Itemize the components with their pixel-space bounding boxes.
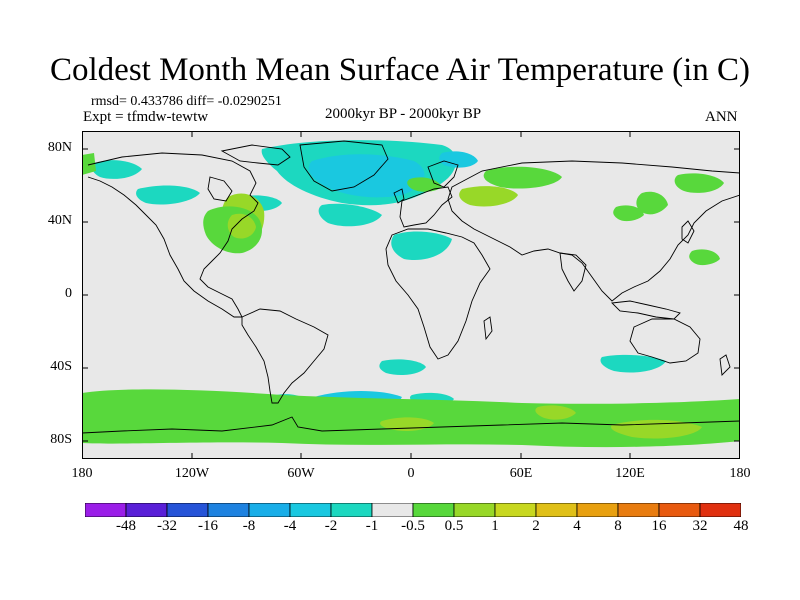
lon-label-120w: 120W xyxy=(174,466,210,481)
colorbar-swatch xyxy=(699,503,741,517)
period-label: 2000kyr BP - 2000kyr BP xyxy=(325,106,482,122)
british-isles-outline xyxy=(393,188,405,204)
scandinavia-outline xyxy=(427,160,459,188)
colorbar-label: 48 xyxy=(733,518,749,534)
colorbar-label: -0.5 xyxy=(401,518,425,534)
lat-label-80s: 80S xyxy=(50,432,72,447)
colorbar-label: 4 xyxy=(573,518,581,534)
world-map xyxy=(82,131,740,459)
colorbar-label: 8 xyxy=(614,518,622,534)
colorbar-swatch xyxy=(207,503,250,517)
japan-outline xyxy=(681,220,695,244)
colorbar-swatch xyxy=(248,503,291,517)
colorbar-label: 0.5 xyxy=(444,518,464,534)
colorbar-swatch xyxy=(494,503,537,517)
colorbar-swatch xyxy=(125,503,168,517)
colorbar-swatch xyxy=(535,503,578,517)
colorbar-label: -1 xyxy=(365,518,379,534)
colorbar-swatch xyxy=(371,503,414,517)
south-america-outline xyxy=(241,308,329,404)
colorbar-swatch xyxy=(658,503,701,517)
india-outline xyxy=(559,252,587,292)
africa-outline xyxy=(385,228,491,360)
hudson-bay-outline xyxy=(207,176,233,202)
colorbar-swatch xyxy=(166,503,209,517)
lon-label-180w: 180 xyxy=(71,466,93,481)
lat-label-40n: 40N xyxy=(47,213,72,228)
antarctica-outline xyxy=(82,416,740,434)
colorbar-label: 2 xyxy=(532,518,540,534)
lat-ticks xyxy=(82,148,740,442)
season-label: ANN xyxy=(705,109,738,125)
coastlines xyxy=(82,140,740,434)
lon-label-60e: 60E xyxy=(509,466,533,481)
lon-label-60w: 60W xyxy=(287,466,315,481)
greenland-outline xyxy=(299,140,389,192)
arctic-islands-outline xyxy=(220,144,291,166)
colorbar-swatch xyxy=(412,503,455,517)
lat-label-0: 0 xyxy=(65,286,72,301)
colorbar-swatch xyxy=(576,503,619,517)
colorbar-swatch xyxy=(289,503,332,517)
colorbar-label: -2 xyxy=(324,518,338,534)
indonesia-outline xyxy=(611,300,681,320)
lon-ticks xyxy=(191,131,631,459)
colorbar-label: -8 xyxy=(242,518,256,534)
colorbar-swatch xyxy=(330,503,373,517)
lat-label-40s: 40S xyxy=(50,359,72,374)
map-title: Coldest Month Mean Surface Air Temperatu… xyxy=(50,52,750,88)
stats-text: rmsd= 0.433786 diff= -0.0290251 xyxy=(91,94,282,109)
colorbar-label: -32 xyxy=(157,518,177,534)
colorbar-swatch xyxy=(617,503,660,517)
lat-label-80n: 80N xyxy=(47,140,72,155)
colorbar-swatch xyxy=(85,503,127,517)
colorbar-label: -4 xyxy=(283,518,297,534)
australia-outline xyxy=(629,318,701,364)
lon-label-120e: 120E xyxy=(615,466,645,481)
madagascar-outline xyxy=(483,316,493,341)
colorbar-label: -48 xyxy=(116,518,136,534)
lon-label-180e: 180 xyxy=(729,466,751,481)
new-zealand-outline xyxy=(719,354,731,376)
north-america-outline xyxy=(87,152,259,318)
asia-outline xyxy=(447,160,740,302)
lon-label-0: 0 xyxy=(407,466,415,481)
europe-outline xyxy=(399,186,453,228)
colorbar-swatch xyxy=(453,503,496,517)
experiment-label: Expt = tfmdw-tewtw xyxy=(83,109,209,125)
colorbar-label: 1 xyxy=(491,518,499,534)
colorbar-label: -16 xyxy=(198,518,218,534)
colorbar-label: 32 xyxy=(692,518,708,534)
colorbar-label: 16 xyxy=(651,518,667,534)
colorbar xyxy=(85,503,741,517)
